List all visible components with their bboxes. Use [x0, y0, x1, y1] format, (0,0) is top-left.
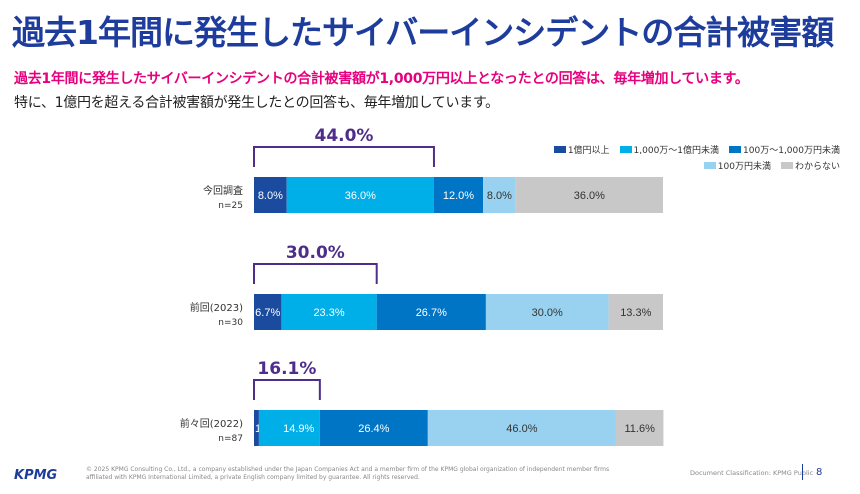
category-n: n=25 [218, 201, 243, 211]
note: 特に、1億円を超える合計被害額が発生したとの回答も、毎年増加しています。 [14, 95, 499, 111]
bar-segment [376, 294, 486, 330]
copyright: © 2025 KPMG Consulting Co., Ltd., a comp… [86, 466, 610, 481]
legend-swatch [703, 162, 716, 169]
bar-segment [319, 410, 428, 446]
data-label: 36.0% [345, 190, 376, 202]
bar-segment [608, 294, 663, 330]
data-label: 8.0% [258, 190, 283, 202]
bar-segment [485, 294, 609, 330]
bar-segment [286, 177, 434, 213]
bracket [253, 379, 321, 400]
legend-swatch [729, 146, 742, 153]
data-label: 13.3% [620, 307, 651, 319]
category-n: n=87 [218, 434, 243, 444]
data-label: 23.3% [313, 307, 344, 319]
page-number: 8 [816, 467, 823, 478]
legend: 1億円以上 1,000万～1億円未満 100万～1,000万円未満 100万円未満 わか… [520, 143, 840, 172]
bracket [253, 146, 435, 167]
bracket [253, 263, 378, 284]
data-label: 30.0% [532, 307, 563, 319]
bar-segment [254, 410, 259, 446]
legend-label: わからない [794, 162, 840, 172]
legend-label: 1,000万～1億円未満 [633, 146, 720, 156]
kpmg-logo: KPMG [14, 468, 58, 483]
bar-segment [427, 410, 616, 446]
bar-segment [615, 410, 664, 446]
category-label: 前回(2023) [190, 301, 243, 314]
data-label: 12.0% [443, 190, 474, 202]
legend-swatch [553, 146, 566, 153]
category-label: 前々回(2022) [180, 417, 243, 430]
category-n: n=30 [218, 318, 243, 328]
page-title: 過去1年間に発生したサイバーインシデントの合計被害額 [12, 13, 834, 52]
data-label: 8.0% [487, 190, 512, 202]
divider [802, 464, 803, 480]
bar-segment [258, 410, 320, 446]
data-label: 36.0% [574, 190, 605, 202]
bar-segment [254, 177, 287, 213]
legend-label: 100万～1,000万円未満 [743, 146, 840, 156]
subtitle: 過去1年間に発生したサイバーインシデントの合計被害額が1,000万円以上となった… [14, 71, 749, 87]
bar-segment [483, 177, 516, 213]
data-label: 11.6% [624, 423, 655, 435]
bar-segment [281, 294, 377, 330]
data-label: 26.4% [358, 423, 389, 435]
data-label: 26.7% [416, 307, 447, 319]
data-label: 6.7% [255, 307, 280, 319]
bracket-label: 44.0% [314, 126, 373, 146]
legend-label: 100万円未満 [717, 162, 771, 172]
bar-segment [433, 177, 484, 213]
legend-item: 100万～1,000万円未満 [729, 143, 840, 156]
category-label: 今回調査 [203, 184, 243, 197]
data-label: 14.9% [283, 423, 314, 435]
bracket-label: 30.0% [286, 243, 345, 263]
legend-item: 1億円以上 [553, 143, 610, 156]
document-classification: Document Classification: KPMG Public [690, 469, 814, 477]
bar-segment [254, 294, 282, 330]
legend-item: わからない [780, 159, 840, 172]
legend-item: 100万円未満 [703, 159, 771, 172]
legend-swatch [780, 162, 793, 169]
legend-label: 1億円以上 [567, 146, 610, 156]
bracket-label: 16.1% [257, 359, 316, 379]
data-label: 46.0% [506, 423, 537, 435]
bar-segment [515, 177, 663, 213]
legend-swatch [619, 146, 632, 153]
legend-item: 1,000万～1億円未満 [619, 143, 720, 156]
